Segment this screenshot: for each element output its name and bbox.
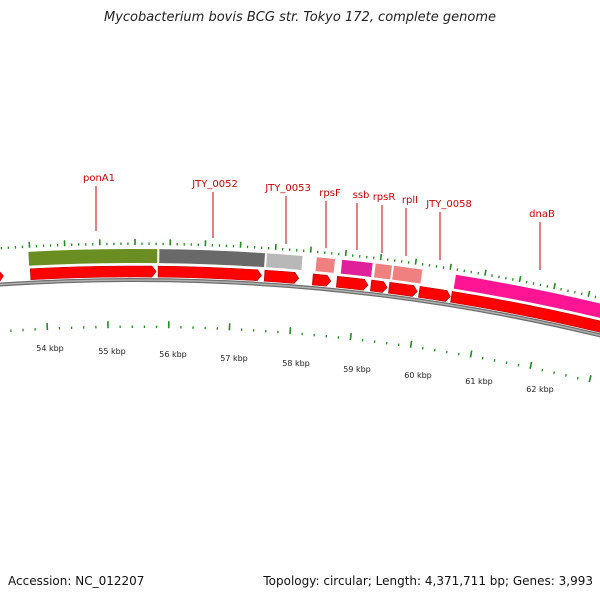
scale-label: 62 kbp [526, 385, 554, 394]
inner-tick [289, 327, 292, 335]
gene-track [0, 249, 600, 333]
backbone-highlight [0, 279, 600, 337]
gene-label: ssb [353, 190, 370, 201]
genome-summary-text: Topology: circular; Length: 4,371,711 bp… [263, 574, 593, 588]
cds-arrow [335, 275, 369, 291]
cds-arrow [311, 273, 332, 287]
cds-arrow [0, 271, 4, 282]
outer-tick [587, 290, 591, 297]
gene-label: JTY_0052 [191, 179, 238, 190]
outer-tick [484, 269, 487, 276]
outer-tick [567, 289, 569, 293]
outer-tick [414, 258, 418, 265]
scale-label: 54 kbp [36, 344, 64, 353]
inner-tick [541, 368, 544, 372]
inner-tick [553, 371, 555, 375]
inner-tick [588, 375, 592, 383]
inner-tick [349, 332, 352, 341]
scale-label: 61 kbp [465, 377, 493, 386]
outer-tick [594, 295, 597, 299]
gene-label: JTY_0058 [425, 199, 472, 210]
outer-tick [449, 263, 452, 270]
gene-label: dnaB [529, 209, 555, 220]
gene-rplI [392, 265, 423, 284]
cds-arrow [388, 282, 418, 297]
outer-tick [518, 275, 522, 283]
inner-tick [565, 374, 567, 377]
gene-JTY_0052 [159, 249, 266, 268]
outer-tick [580, 292, 583, 296]
gene-dnaB [453, 274, 600, 318]
cds-arrow [450, 291, 600, 333]
cds-arrow [157, 265, 262, 282]
inner-tick-ring [10, 321, 592, 383]
gene-label: rpsF [319, 188, 341, 199]
inner-tick [409, 340, 413, 348]
scale-label: 58 kbp [282, 359, 310, 368]
gene-label: rplI [402, 195, 418, 206]
inner-tick [576, 376, 579, 380]
scale-labels: 54 kbp 55 kbp 56 kbp 57 kbp 58 kbp 59 kbp 60 k… [36, 344, 554, 394]
scale-label: 59 kbp [343, 365, 371, 374]
gene-labels: ponA1 JTY_0052 JTY_0053 rpsF ssb rpsR rplI JTY_… [83, 173, 555, 270]
cds-arrow [418, 286, 451, 302]
gene-rpsF [315, 257, 336, 273]
outer-tick [539, 283, 542, 287]
outer-tick [560, 287, 562, 291]
outer-tick [379, 253, 383, 261]
gene-JTY_0053 [266, 253, 303, 270]
map-title: Mycobacterium bovis BCG str. Tokyo 172, … [104, 10, 496, 25]
genome-backbone [0, 278, 600, 338]
gene-label: JTY_0053 [264, 183, 311, 194]
gene-label: rpsR [373, 192, 396, 203]
outer-tick [553, 282, 556, 290]
outer-tick [546, 285, 549, 288]
scale-label: 56 kbp [159, 350, 187, 359]
gene-ponA1 [28, 249, 158, 266]
outer-tick [573, 290, 576, 294]
scale-label: 55 kbp [98, 347, 126, 356]
outer-tick [344, 249, 348, 257]
gene-rpsR [374, 263, 392, 280]
inner-tick [529, 361, 533, 369]
outer-tick-ring [0, 239, 597, 299]
scale-label: 57 kbp [220, 354, 248, 363]
accession-text: Accession: NC_012207 [8, 574, 145, 588]
scale-label: 60 kbp [404, 371, 432, 380]
outer-tick [309, 246, 312, 253]
cds-arrow [263, 269, 300, 284]
cds-arrow [370, 279, 388, 293]
gene-ssb [340, 259, 373, 277]
cds-arrow [29, 265, 157, 281]
inner-tick [469, 350, 473, 358]
gene-label: ponA1 [83, 173, 115, 184]
